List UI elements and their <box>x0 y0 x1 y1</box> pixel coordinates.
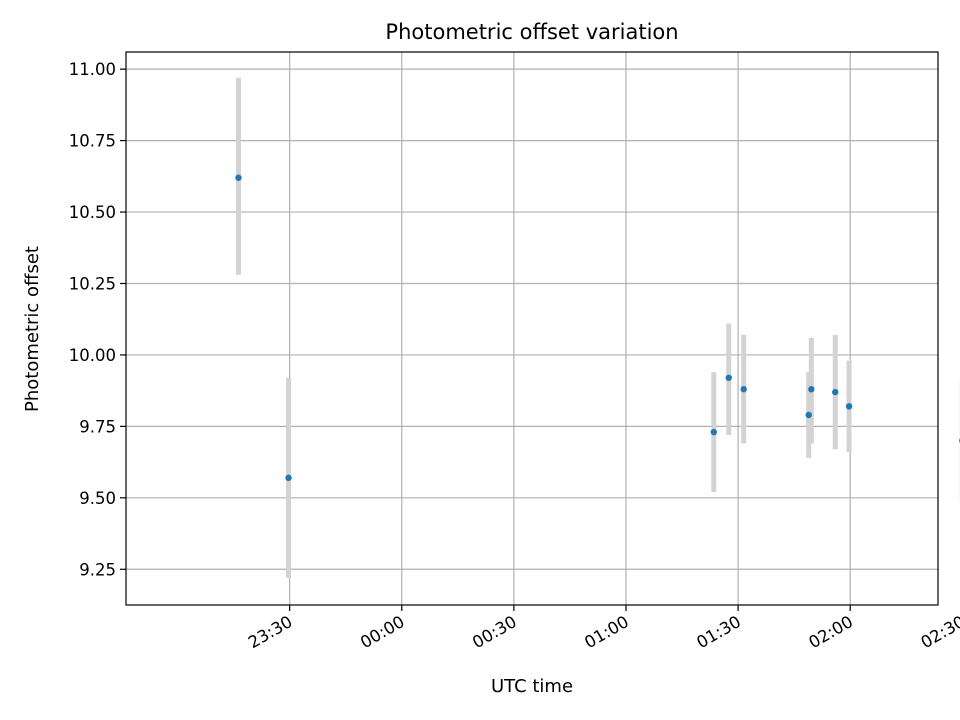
data-point <box>235 174 242 181</box>
data-point <box>845 403 853 410</box>
y-tick-label: 10.25 <box>69 274 116 293</box>
y-axis-label: Photometric offset <box>22 246 43 412</box>
y-tick-label: 10.75 <box>69 132 116 151</box>
y-tick-label: 10.00 <box>69 346 116 365</box>
data-point <box>285 474 292 482</box>
grid <box>126 52 938 605</box>
data-point <box>725 374 732 381</box>
y-tick-label: 11.00 <box>69 60 116 79</box>
y-axis-ticks: 9.25 9.50 9.75 10.00 10.25 10.50 10.75 11.00 <box>69 60 126 579</box>
data-point <box>740 386 747 393</box>
data-point <box>832 388 839 396</box>
axes-frame <box>125 51 939 606</box>
y-tick-label: 9.50 <box>79 489 116 508</box>
data-point <box>805 411 812 419</box>
data-point <box>710 428 717 436</box>
y-tick-label: 9.25 <box>79 560 116 579</box>
y-tick-label: 10.50 <box>69 203 116 222</box>
x-axis-label: UTC time <box>491 676 573 697</box>
y-tick-label: 9.75 <box>79 417 116 436</box>
chart-title: Photometric offset variation <box>385 20 678 44</box>
data-point <box>808 386 815 393</box>
